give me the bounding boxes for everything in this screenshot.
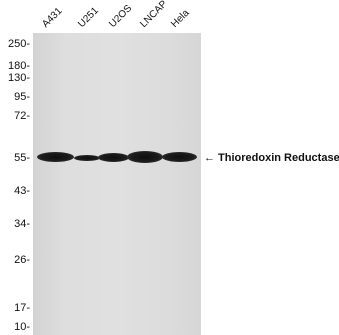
western-blot-membrane [33,33,201,335]
lane-label-hela: Hela [169,7,192,30]
lane-label-u2os: U2OS [107,2,135,30]
mw-marker-180: 180- [7,60,30,72]
mw-marker-43: 43- [14,185,30,197]
mw-marker-17: 17- [14,302,30,314]
mw-marker-10: 10- [14,321,30,333]
band-u2os [98,153,129,162]
band-arrow-label: ← Thioredoxin Reductase 2 [204,152,339,164]
mw-marker-72: 72- [14,110,30,122]
band-u251 [74,155,100,161]
mw-marker-130: 130- [7,72,30,84]
band-hela [162,152,197,162]
mw-marker-95: 95- [14,91,30,103]
lane-label-lncap: LNCAP [138,0,170,31]
lane-label-u251: U251 [76,5,101,30]
mw-marker-26: 26- [14,254,30,266]
mw-marker-250: 250- [7,38,30,50]
band-lncap [127,151,163,163]
mw-marker-55: 55- [14,152,30,164]
mw-marker-34: 34- [14,218,30,230]
band-a431 [37,152,74,162]
lane-label-a431: A431 [40,5,65,31]
